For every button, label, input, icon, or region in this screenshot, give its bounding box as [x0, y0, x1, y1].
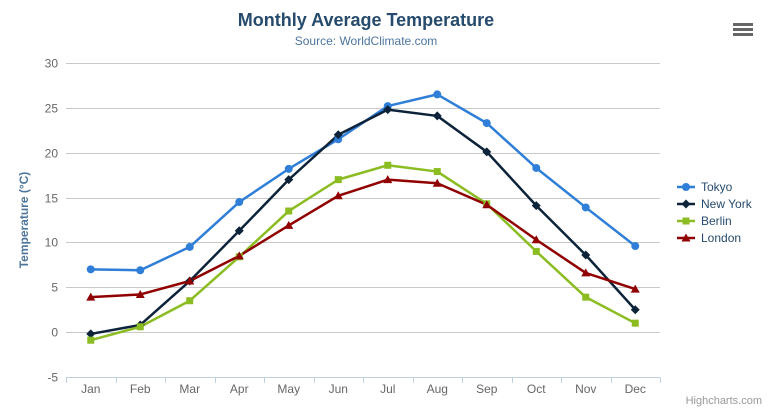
- chart-subtitle: Source: WorldClimate.com: [294, 34, 438, 48]
- legend-item-london[interactable]: London: [676, 229, 752, 246]
- hamburger-bar: [733, 32, 753, 36]
- y-axis-label: -5: [47, 371, 58, 385]
- data-point-london[interactable]: [333, 191, 343, 200]
- data-point-new-york[interactable]: [234, 226, 244, 236]
- x-axis-label: Feb: [130, 382, 151, 396]
- data-point-london[interactable]: [86, 292, 96, 301]
- data-point-berlin[interactable]: [334, 176, 342, 184]
- data-point-tokyo[interactable]: [284, 164, 293, 173]
- data-point-tokyo[interactable]: [631, 242, 640, 251]
- data-point-berlin[interactable]: [285, 207, 293, 215]
- data-point-tokyo[interactable]: [86, 265, 95, 274]
- data-point-london[interactable]: [630, 284, 640, 293]
- x-axis-label: Oct: [527, 382, 546, 396]
- legend: Tokyo New York Berlin London: [676, 178, 752, 246]
- data-point-new-york[interactable]: [482, 147, 492, 157]
- data-point-berlin[interactable]: [384, 161, 392, 169]
- x-axis-label: Sep: [476, 382, 498, 396]
- legend-label: Tokyo: [701, 179, 733, 194]
- series-line-tokyo[interactable]: [89, 93, 637, 272]
- x-axis-label: Dec: [625, 382, 646, 396]
- series-line-berlin[interactable]: [89, 164, 637, 342]
- square-marker-icon: [677, 217, 695, 224]
- x-axis-label: Jul: [380, 382, 395, 396]
- data-point-berlin[interactable]: [136, 323, 144, 331]
- data-point-london[interactable]: [185, 276, 195, 285]
- data-point-tokyo[interactable]: [532, 163, 541, 172]
- x-axis-label: Nov: [575, 382, 596, 396]
- hamburger-menu-icon[interactable]: [729, 18, 757, 40]
- data-point-berlin[interactable]: [532, 247, 540, 255]
- x-axis-label: Apr: [230, 382, 249, 396]
- data-point-london[interactable]: [383, 175, 393, 184]
- data-point-new-york[interactable]: [581, 250, 591, 260]
- data-point-london[interactable]: [581, 268, 591, 277]
- data-point-tokyo[interactable]: [433, 90, 442, 99]
- data-point-london[interactable]: [482, 200, 492, 209]
- triangle-marker-icon: [677, 233, 695, 241]
- circle-marker-icon: [677, 182, 695, 191]
- y-axis-label: 25: [45, 102, 59, 116]
- data-point-london[interactable]: [135, 289, 145, 298]
- data-point-berlin[interactable]: [433, 168, 441, 176]
- y-axis-label: 5: [51, 281, 58, 295]
- series-line-new-york[interactable]: [89, 108, 637, 336]
- data-point-tokyo[interactable]: [136, 266, 145, 275]
- x-axis-label: Mar: [179, 382, 200, 396]
- y-axis-label: 20: [45, 147, 59, 161]
- legend-label: New York: [701, 196, 752, 211]
- data-point-tokyo[interactable]: [482, 119, 491, 128]
- x-axis-label: Jun: [329, 382, 348, 396]
- legend-item-new-york[interactable]: New York: [676, 195, 752, 212]
- y-axis-label: 0: [51, 326, 58, 340]
- data-point-new-york[interactable]: [630, 305, 640, 315]
- data-point-tokyo[interactable]: [581, 203, 590, 212]
- data-point-berlin[interactable]: [186, 297, 194, 305]
- legend-label: London: [701, 230, 742, 245]
- data-point-new-york[interactable]: [383, 105, 393, 115]
- chart-title: Monthly Average Temperature: [237, 10, 495, 30]
- data-point-london[interactable]: [234, 251, 244, 260]
- data-point-new-york[interactable]: [531, 201, 541, 211]
- data-point-berlin[interactable]: [582, 293, 590, 301]
- y-axis-label: 15: [45, 192, 59, 206]
- data-point-tokyo[interactable]: [185, 242, 194, 251]
- data-point-new-york[interactable]: [333, 130, 343, 140]
- data-point-berlin[interactable]: [631, 319, 639, 327]
- legend-item-tokyo[interactable]: Tokyo: [676, 178, 752, 195]
- legend-item-berlin[interactable]: Berlin: [676, 212, 752, 229]
- data-point-new-york[interactable]: [86, 329, 96, 339]
- hamburger-bar: [733, 22, 753, 26]
- data-point-london[interactable]: [432, 178, 442, 187]
- data-point-berlin[interactable]: [87, 336, 95, 344]
- y-axis-label: 30: [45, 57, 59, 71]
- data-point-tokyo[interactable]: [235, 198, 244, 207]
- y-axis-title: Temperature (°C): [17, 171, 31, 269]
- data-point-new-york[interactable]: [284, 175, 294, 185]
- data-point-london[interactable]: [531, 235, 541, 244]
- credits-link[interactable]: Highcharts.com: [685, 395, 762, 407]
- y-axis-label: 10: [45, 236, 59, 250]
- legend-label: Berlin: [701, 213, 732, 228]
- series-line-london[interactable]: [89, 178, 637, 299]
- data-point-new-york[interactable]: [432, 111, 442, 121]
- hamburger-bar: [733, 27, 753, 31]
- diamond-marker-icon: [677, 199, 695, 208]
- x-axis-label: Jan: [81, 382, 100, 396]
- x-axis-label: Aug: [427, 382, 448, 396]
- data-point-london[interactable]: [284, 220, 294, 229]
- x-axis-label: May: [277, 382, 300, 396]
